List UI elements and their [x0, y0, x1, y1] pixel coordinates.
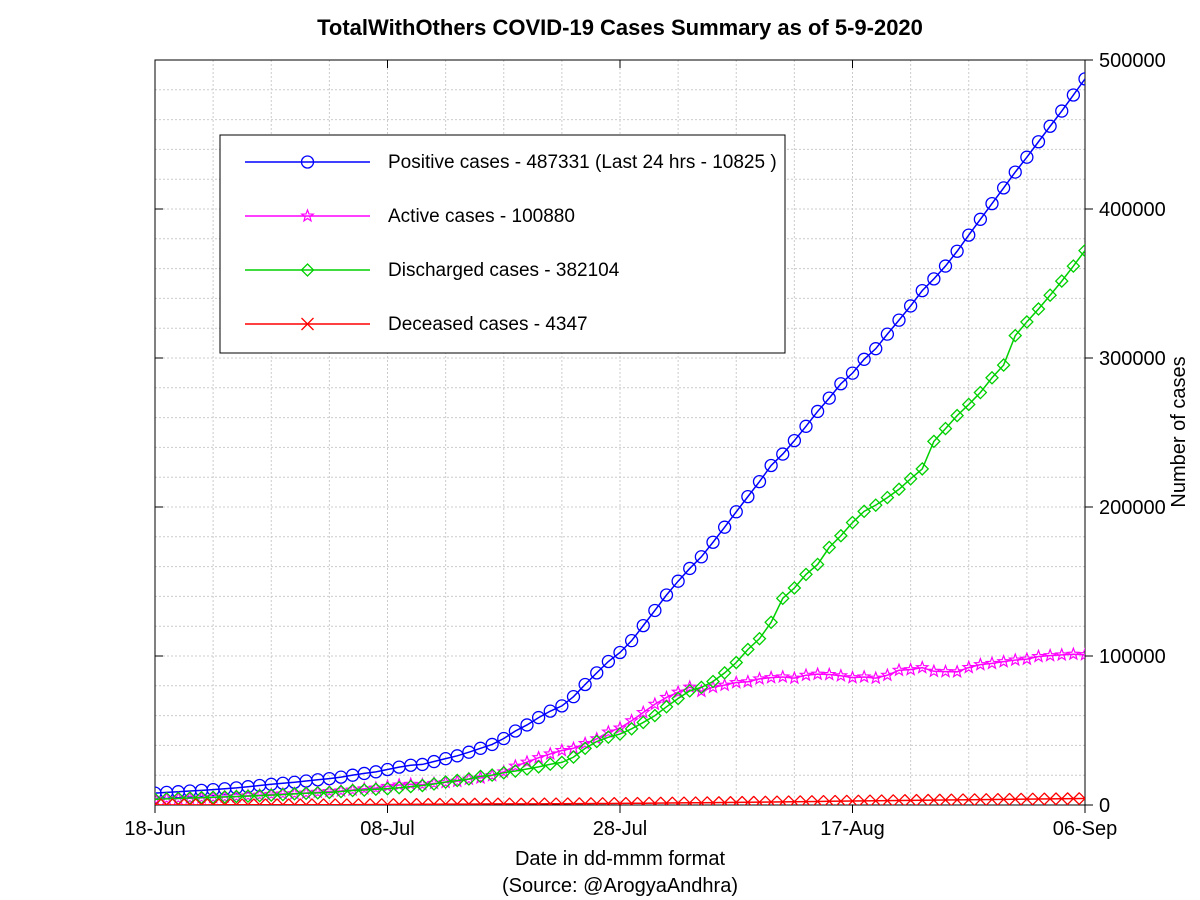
x-tick-label: 18-Jun [124, 818, 185, 840]
x-tick-label: 08-Jul [360, 818, 414, 840]
y-tick-label: 200000 [1099, 497, 1166, 519]
chart-source: (Source: @ArogyaAndhra) [502, 875, 738, 897]
legend: Positive cases - 487331 (Last 24 hrs - 1… [220, 135, 785, 353]
y-tick-label: 300000 [1099, 348, 1166, 370]
x-tick-label: 17-Aug [820, 818, 885, 840]
legend-label-positive: Positive cases - 487331 (Last 24 hrs - 1… [388, 152, 777, 173]
x-tick-label: 28-Jul [593, 818, 647, 840]
y-tick-label: 100000 [1099, 646, 1166, 668]
legend-label-discharged: Discharged cases - 382104 [388, 260, 620, 281]
y-axis-label: Number of cases [1168, 356, 1190, 507]
x-axis-label: Date in dd-mmm format [515, 848, 725, 870]
y-tick-label: 400000 [1099, 199, 1166, 221]
x-tick-label: 06-Sep [1053, 818, 1118, 840]
legend-label-deceased: Deceased cases - 4347 [388, 314, 588, 335]
legend-label-active: Active cases - 100880 [388, 206, 575, 227]
chart-title: TotalWithOthers COVID-19 Cases Summary a… [317, 15, 923, 40]
y-tick-label: 500000 [1099, 50, 1166, 72]
y-tick-label: 0 [1099, 795, 1110, 817]
